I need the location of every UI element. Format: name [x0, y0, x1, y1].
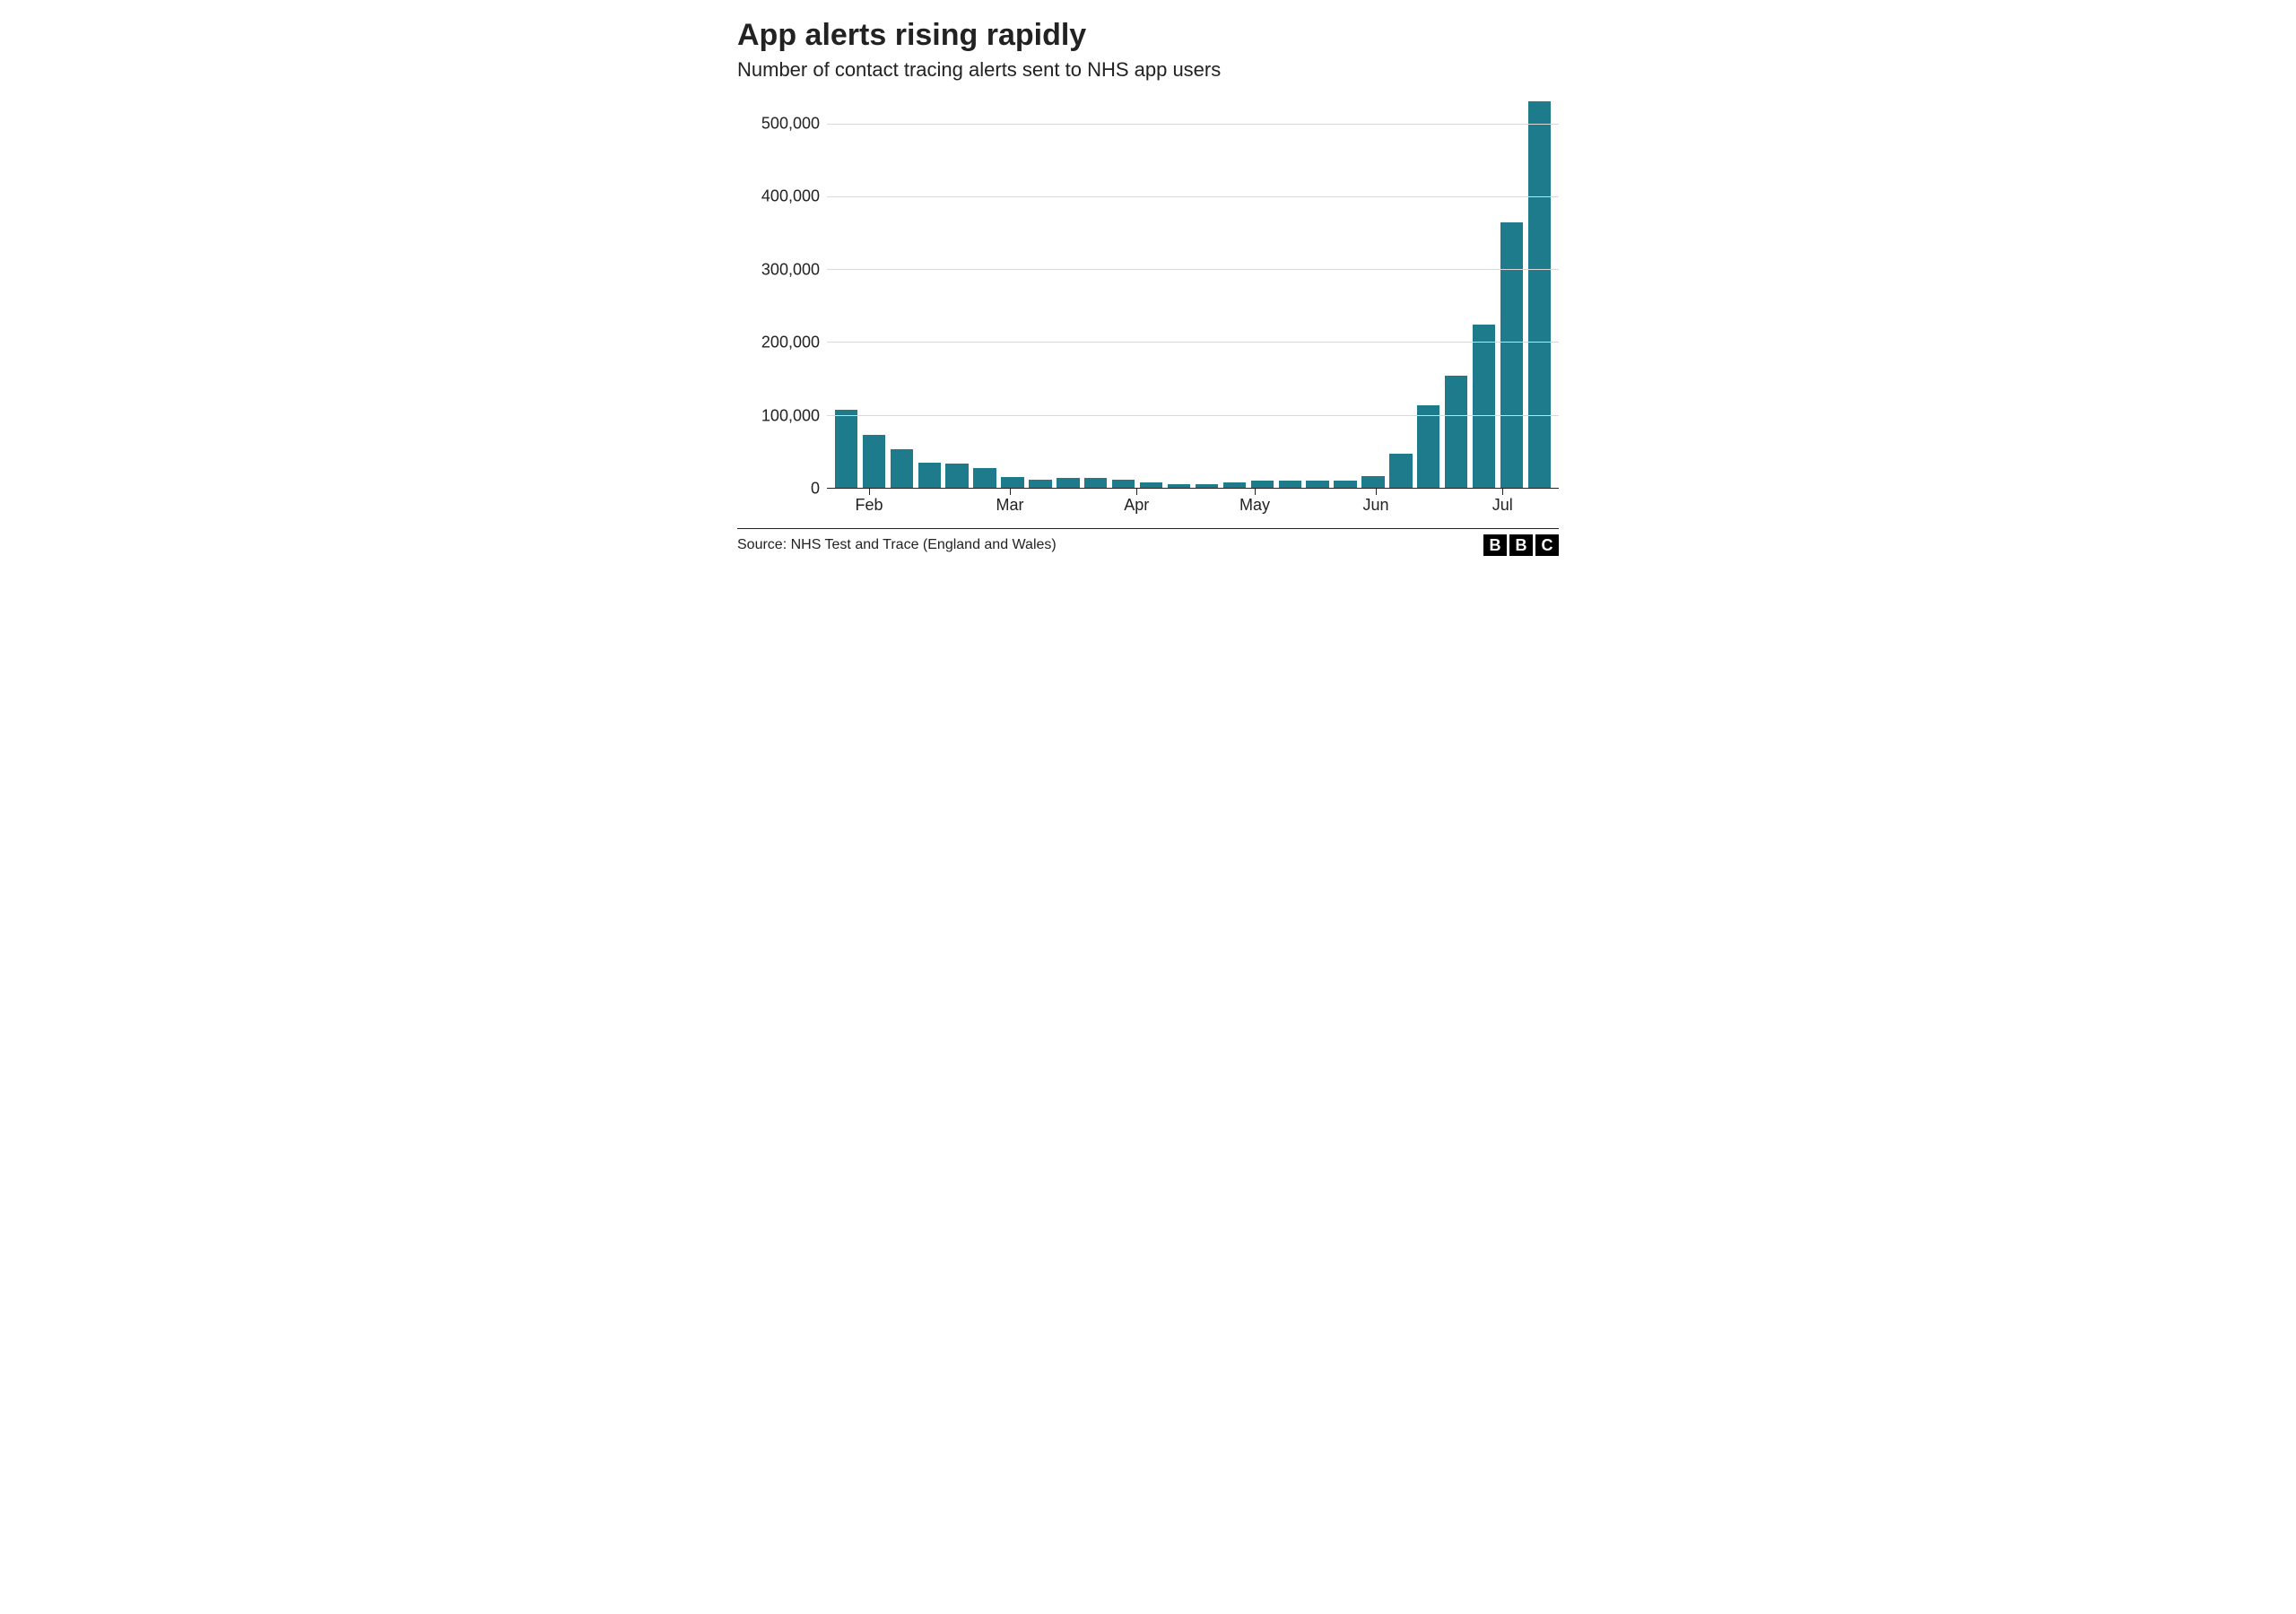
bar	[1001, 477, 1023, 488]
x-tick-mark	[1010, 489, 1011, 495]
bar	[1084, 478, 1107, 488]
bar-slot	[860, 94, 888, 488]
bar	[945, 464, 968, 488]
bar	[1334, 481, 1356, 488]
bar	[1361, 476, 1384, 488]
bar	[1473, 325, 1495, 488]
source-text: Source: NHS Test and Trace (England and …	[737, 537, 1057, 553]
bar-slot	[971, 94, 999, 488]
footer-rule	[737, 528, 1559, 529]
bar	[1196, 484, 1218, 488]
x-tick-mark	[1255, 489, 1256, 495]
bar-slot	[1221, 94, 1248, 488]
x-tick-label: Mar	[996, 496, 1024, 515]
y-tick-label: 0	[811, 480, 820, 499]
bar-slot	[1470, 94, 1498, 488]
bar-slot	[1442, 94, 1470, 488]
bar	[1168, 484, 1190, 488]
bar	[863, 435, 885, 488]
bar	[1029, 480, 1051, 488]
y-tick-label: 400,000	[761, 187, 820, 206]
bar-slot	[1165, 94, 1193, 488]
bar	[1112, 480, 1135, 488]
bar-slot	[832, 94, 860, 488]
bar	[1500, 222, 1523, 488]
bbc-logo-letter: B	[1509, 534, 1533, 556]
bar	[973, 468, 996, 488]
bar-slot	[916, 94, 944, 488]
bar-slot	[1360, 94, 1387, 488]
bar	[1389, 454, 1412, 488]
bar	[918, 463, 941, 488]
bar-slot	[1109, 94, 1137, 488]
bar-slot	[1082, 94, 1109, 488]
x-tick-mark	[1502, 489, 1503, 495]
gridline	[827, 342, 1559, 343]
bar	[1528, 101, 1551, 488]
bar-slot	[1414, 94, 1442, 488]
bar	[1417, 405, 1439, 488]
bar-slot	[1387, 94, 1414, 488]
bar	[1306, 481, 1328, 488]
x-tick-mark	[1136, 489, 1137, 495]
bar-slot	[1248, 94, 1276, 488]
bar-slot	[1498, 94, 1526, 488]
bar	[1057, 478, 1079, 488]
x-tick-label: Feb	[856, 496, 883, 515]
plot-area	[827, 94, 1559, 489]
gridline	[827, 196, 1559, 197]
bar-slot	[1026, 94, 1054, 488]
y-tick-label: 500,000	[761, 114, 820, 133]
bar-slot	[944, 94, 971, 488]
bbc-logo-letter: C	[1535, 534, 1559, 556]
y-axis: 0100,000200,000300,000400,000500,000	[737, 94, 827, 489]
bar	[1251, 481, 1274, 488]
x-tick-mark	[1376, 489, 1377, 495]
x-tick-mark	[869, 489, 870, 495]
x-tick-label: Jul	[1492, 496, 1513, 515]
x-axis: Feb Mar Apr May Jun Jul	[827, 489, 1559, 516]
chart-subtitle: Number of contact tracing alerts sent to…	[737, 58, 1559, 82]
gridline	[827, 124, 1559, 125]
bar-slot	[999, 94, 1027, 488]
bar-slot	[1332, 94, 1360, 488]
x-tick-label: May	[1239, 496, 1270, 515]
bar-slot	[1276, 94, 1304, 488]
bbc-logo-letter: B	[1483, 534, 1507, 556]
footer: Source: NHS Test and Trace (England and …	[737, 534, 1559, 565]
bar-slot	[1193, 94, 1221, 488]
bbc-logo: BBC	[1483, 534, 1559, 556]
chart-title: App alerts rising rapidly	[737, 18, 1559, 53]
y-tick-label: 300,000	[761, 260, 820, 279]
bar-slot	[1526, 94, 1553, 488]
bars-group	[827, 94, 1559, 488]
bar-slot	[1054, 94, 1082, 488]
bar	[835, 410, 857, 488]
x-tick-label: Jun	[1362, 496, 1388, 515]
plot: 0 100,000 200,000 300,000 400,000 500,000 Feb…	[737, 94, 1559, 516]
y-tick-label: 100,000	[761, 406, 820, 425]
gridline	[827, 415, 1559, 416]
bar-slot	[1137, 94, 1165, 488]
gridline	[827, 269, 1559, 270]
bar-slot	[1304, 94, 1332, 488]
bar-slot	[888, 94, 916, 488]
bar	[1140, 482, 1162, 488]
chart-container: App alerts rising rapidly Number of cont…	[710, 0, 1586, 574]
y-tick-label: 200,000	[761, 334, 820, 352]
bar	[1279, 481, 1301, 488]
x-tick-label: Apr	[1124, 496, 1149, 515]
bar	[1445, 376, 1467, 488]
bar	[1223, 482, 1246, 489]
bar	[891, 449, 913, 488]
